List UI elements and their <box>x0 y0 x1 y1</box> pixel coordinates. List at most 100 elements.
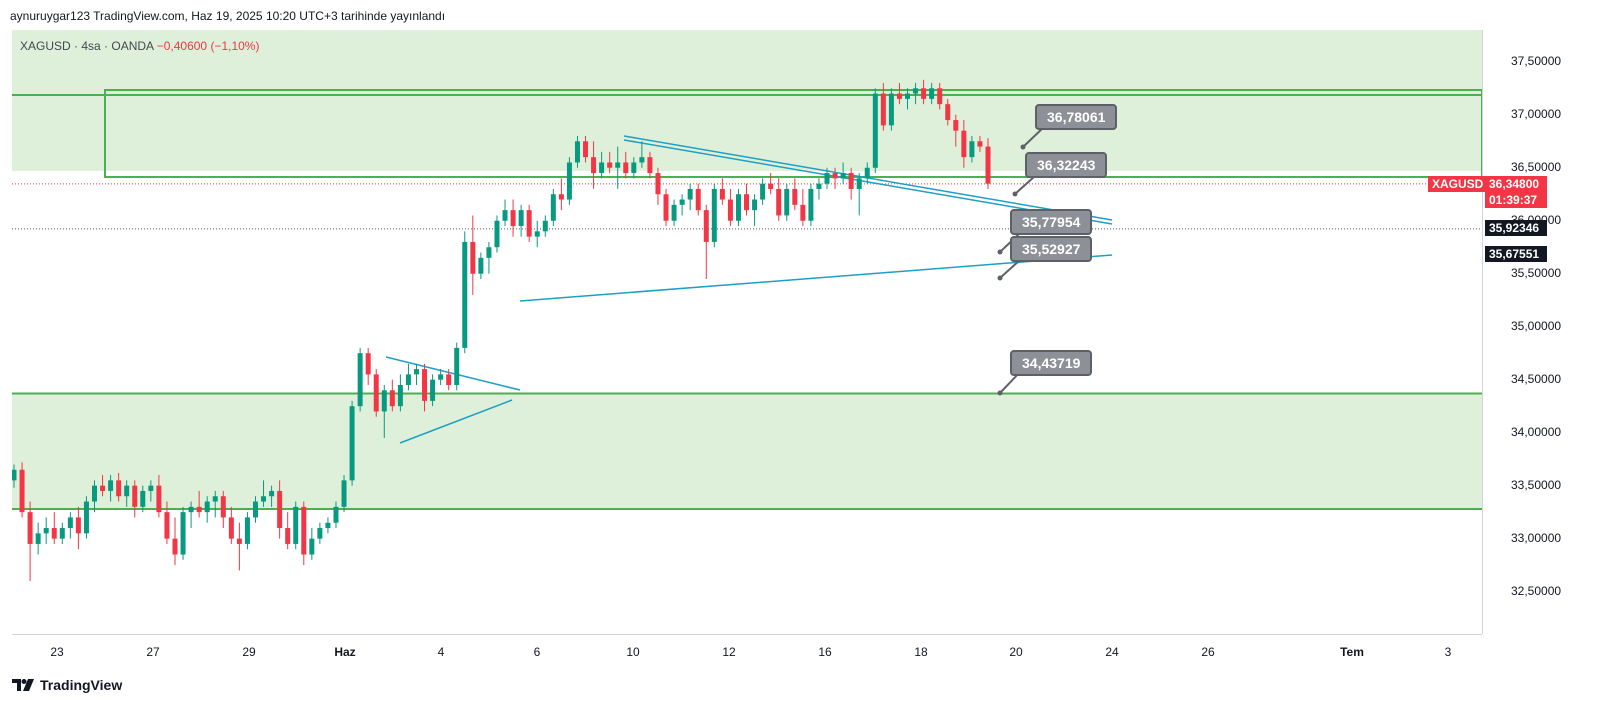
candle-body <box>293 506 299 544</box>
candle-body <box>333 506 339 523</box>
resistance-box <box>104 89 1482 178</box>
candle-body <box>671 204 677 221</box>
callout-label[interactable]: 35,52927 <box>1010 236 1093 262</box>
candle-body <box>961 130 967 158</box>
candle-body <box>985 146 991 184</box>
candle-body <box>558 194 564 200</box>
time-tick: 20 <box>1009 645 1023 659</box>
candle-body <box>252 501 258 518</box>
callout-pointer <box>1014 175 1036 195</box>
time-tick: 3 <box>1444 645 1452 659</box>
candle-body <box>542 220 548 232</box>
callout-label[interactable]: 34,43719 <box>1010 350 1093 376</box>
candle-body <box>534 231 540 237</box>
candle-body <box>309 538 315 555</box>
callout-label[interactable]: 35,77954 <box>1010 209 1093 235</box>
candle-body <box>397 384 403 407</box>
candle-body <box>140 490 146 507</box>
candle-body <box>695 188 701 211</box>
candle-body <box>269 490 275 497</box>
candle-body <box>800 204 806 221</box>
candle-body <box>405 374 411 385</box>
candle-body <box>937 88 943 105</box>
candle-body <box>470 241 476 274</box>
candle-body <box>196 506 202 513</box>
candle-body <box>905 93 910 99</box>
candle-body <box>631 162 637 174</box>
candle-body <box>945 104 951 121</box>
candle-body <box>446 374 452 385</box>
callout-label[interactable]: 36,78061 <box>1035 104 1118 130</box>
candle-body <box>977 141 983 147</box>
publisher-info: aynuruygar123 TradingView.com, Haz 19, 2… <box>10 9 446 23</box>
candle-body <box>156 485 162 513</box>
price-tick: 37,50000 <box>1511 53 1562 68</box>
candle-body <box>116 480 122 497</box>
callout-label[interactable]: 36,32243 <box>1025 152 1108 178</box>
candle-body <box>896 93 902 99</box>
candle-body <box>301 506 307 555</box>
chart-area[interactable] <box>12 30 1482 634</box>
candle-body <box>381 390 387 412</box>
candle-body <box>43 528 49 534</box>
candle-body <box>12 469 17 481</box>
candle-body <box>768 183 774 189</box>
candle-body <box>703 210 709 242</box>
symbol-name: XAGUSD · 4sa · OANDA <box>20 39 154 53</box>
candle-body <box>478 257 484 274</box>
candle-body <box>583 141 589 158</box>
candle-body <box>204 501 210 513</box>
candle-body <box>462 241 468 348</box>
candle-body <box>75 517 81 534</box>
triangle-lower-line <box>399 399 513 444</box>
candle-body <box>913 88 919 94</box>
symbol-price-tag: XAGUSD <box>1428 175 1488 192</box>
candle-body <box>550 194 556 221</box>
candle-body <box>261 496 267 502</box>
candle-body <box>953 120 959 131</box>
candle-body <box>848 173 854 189</box>
time-tick: 24 <box>1105 645 1119 659</box>
price-tick: 33,50000 <box>1511 477 1562 492</box>
candle-body <box>494 220 500 248</box>
chart-canvas[interactable] <box>12 30 1482 634</box>
candle-body <box>752 199 758 211</box>
countdown-label: 01:39:37 <box>1485 191 1547 208</box>
candle-body <box>389 390 395 407</box>
candle-body <box>808 188 814 221</box>
candle-body <box>413 369 419 375</box>
candle-body <box>735 194 741 221</box>
candle-body <box>341 480 347 507</box>
price-tick: 33,00000 <box>1511 530 1562 545</box>
candle-body <box>317 528 323 539</box>
candle-body <box>365 353 371 375</box>
candle-body <box>502 210 508 221</box>
candle-body <box>59 528 65 539</box>
symbol-info[interactable]: XAGUSD · 4sa · OANDA −0,40600 (−1,10%) <box>20 39 259 53</box>
candle-body <box>373 374 379 412</box>
candle-body <box>655 173 661 195</box>
candle-body <box>566 162 572 200</box>
candle-body <box>277 490 283 529</box>
candle-body <box>591 157 597 174</box>
candle-body <box>784 188 790 216</box>
tradingview-logo[interactable]: TradingView <box>12 677 122 693</box>
support-zone <box>12 393 1482 509</box>
candle-body <box>100 485 106 491</box>
tradingview-logo-icon <box>12 679 34 691</box>
candle-body <box>19 469 25 513</box>
symbol-change: −0,40600 (−1,10%) <box>156 39 260 53</box>
candle-body <box>832 173 838 179</box>
candle-body <box>888 93 894 126</box>
price-axis[interactable]: 37,5000037,0000036,5000036,0000035,50000… <box>1482 30 1600 634</box>
candle-body <box>422 369 428 401</box>
candle-body <box>510 210 516 227</box>
time-tick: 16 <box>818 645 832 659</box>
rising-support-line <box>519 254 1113 302</box>
price-tick: 34,00000 <box>1511 424 1562 439</box>
candle-body <box>212 496 218 502</box>
candle-body <box>607 162 613 168</box>
time-axis[interactable]: 23 27 29 Haz 4 6 10 12 16 18 20 24 26 Tem 3 <box>12 634 1482 667</box>
candle-body <box>285 528 291 544</box>
candle-body <box>615 162 621 168</box>
